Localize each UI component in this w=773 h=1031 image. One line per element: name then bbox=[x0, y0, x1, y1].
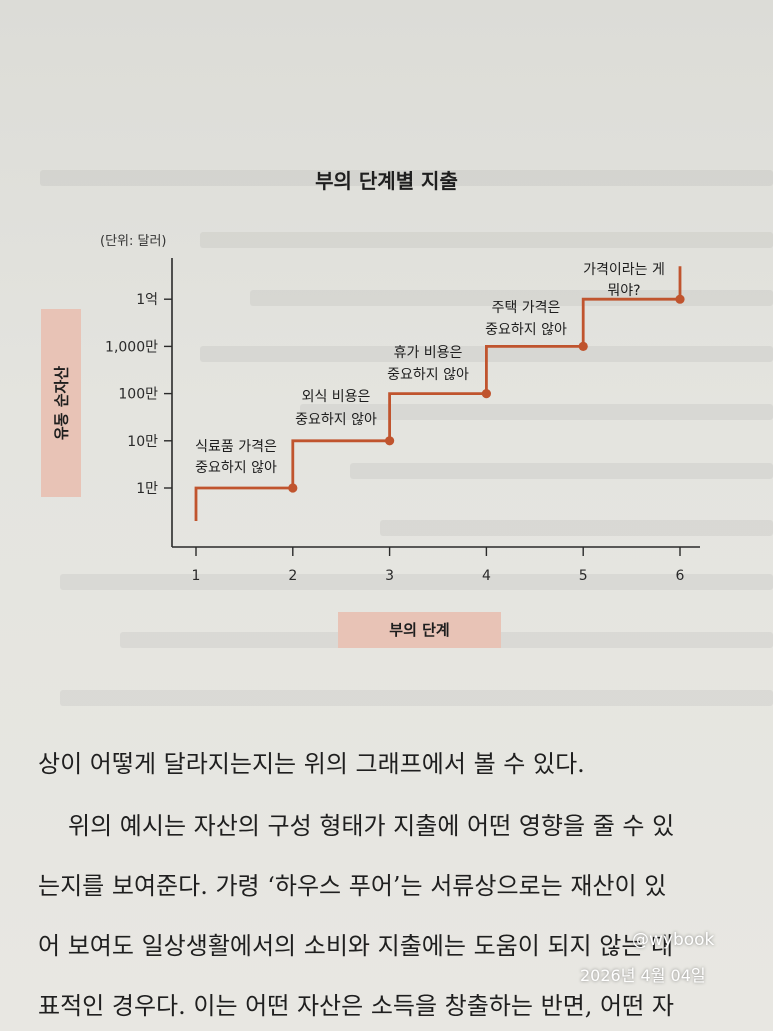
annotation-label: 중요하지 않아 bbox=[195, 460, 277, 476]
y-tick-label: 1,000만 bbox=[105, 339, 158, 355]
date-stamp: 2026년 4월 04일 bbox=[580, 966, 706, 985]
x-axis-label-box bbox=[338, 612, 501, 648]
x-tick-label: 3 bbox=[385, 568, 394, 584]
bleed-through-text bbox=[300, 404, 773, 420]
x-tick-label: 6 bbox=[676, 568, 685, 584]
y-axis-label-box bbox=[41, 309, 81, 497]
annotation-label: 가격이라는 게 bbox=[583, 262, 665, 278]
body-line-2: 위의 예시는 자산의 구성 형태가 지출에 어떤 영향을 줄 수 있 bbox=[68, 812, 675, 840]
x-tick-label: 1 bbox=[192, 568, 201, 584]
y-tick-label: 100만 bbox=[118, 387, 158, 403]
bleed-through-text bbox=[250, 290, 773, 306]
bleed-through-text bbox=[380, 520, 773, 536]
bleed-through-text bbox=[40, 170, 773, 186]
annotation-label: 중요하지 않아 bbox=[295, 412, 377, 428]
bleed-through-text bbox=[60, 574, 773, 590]
body-line-5: 표적인 경우다. 이는 어떤 자산은 소득을 창출하는 반면, 어떤 자 bbox=[38, 992, 674, 1020]
x-tick-label: 4 bbox=[482, 568, 491, 584]
x-tick-label: 2 bbox=[288, 568, 297, 584]
bleed-through-text bbox=[350, 463, 773, 479]
y-tick-label: 10만 bbox=[127, 434, 158, 450]
x-axis-label: 부의 단계 bbox=[389, 621, 450, 639]
y-tick-label: 1만 bbox=[136, 481, 158, 497]
y-tick-label: 1억 bbox=[136, 292, 158, 308]
annotation-label: 중요하지 않아 bbox=[387, 367, 469, 383]
annotation-label: 외식 비용은 bbox=[302, 389, 371, 405]
bleed-through-text bbox=[200, 232, 773, 248]
data-point-marker bbox=[578, 341, 588, 351]
chart-title: 부의 단계별 지출 bbox=[315, 169, 458, 193]
annotation-label: 주택 가격은 bbox=[492, 300, 561, 316]
annotation-label: 중요하지 않아 bbox=[485, 322, 567, 338]
annotation-label: 뭐야? bbox=[607, 283, 640, 299]
bleed-through-text bbox=[60, 690, 773, 706]
watermark: @wybook bbox=[632, 930, 715, 950]
body-line-4: 어 보여도 일상생활에서의 소비와 지출에는 도움이 되지 않는 대 bbox=[38, 932, 674, 960]
series-step-line bbox=[194, 266, 682, 521]
body-line-3: 는지를 보여준다. 가령 ‘하우스 푸어’는 서류상으로는 재산이 있 bbox=[38, 872, 667, 900]
data-point-marker bbox=[385, 436, 395, 446]
data-point-marker bbox=[481, 389, 491, 399]
x-tick-label: 5 bbox=[579, 568, 588, 584]
body-line-1: 상이 어떻게 달라지는지는 위의 그래프에서 볼 수 있다. bbox=[38, 750, 585, 778]
annotation-label: 휴가 비용은 bbox=[394, 345, 463, 361]
data-point-marker bbox=[675, 294, 685, 304]
unit-note: (단위: 달러) bbox=[100, 234, 167, 249]
annotation-label: 식료품 가격은 bbox=[195, 439, 277, 455]
data-point-marker bbox=[288, 483, 298, 493]
